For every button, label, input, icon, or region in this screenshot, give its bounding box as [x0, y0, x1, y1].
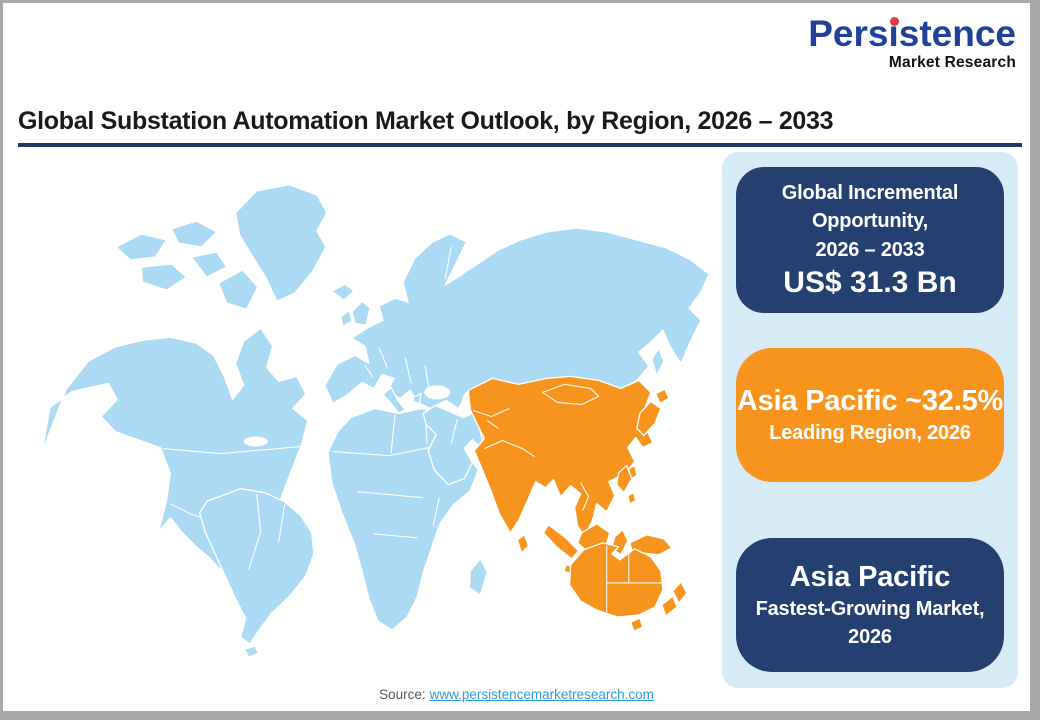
card1-line1: Global Incremental: [781, 181, 959, 204]
card2-subtitle: Leading Region, 2026: [769, 422, 971, 445]
logo-brand-text: Persistence: [808, 15, 1016, 52]
map-land-rest-of-world: [41, 184, 710, 658]
card1-line3: 2026 – 2033: [815, 238, 925, 261]
logo-subtitle: Market Research: [888, 54, 1016, 71]
page-title: Global Substation Automation Market Outl…: [18, 107, 834, 135]
logo-red-dot-icon: [890, 17, 900, 26]
source-line: Source: www.persistencemarketresearch.com: [3, 687, 1030, 702]
highlights-panel: Global Incremental Opportunity, 2026 – 2…: [722, 152, 1018, 688]
logo: Persistence Market Research: [808, 15, 1016, 72]
card-leading-region: Asia Pacific ~32.5% Leading Region, 2026: [736, 348, 1004, 482]
source-label: Source:: [379, 687, 426, 702]
infographic-slide: Persistence Market Research Global Subst…: [3, 3, 1030, 711]
logo-brand-label: Persistence: [808, 13, 1016, 54]
card3-title: Asia Pacific: [789, 560, 951, 593]
title-underline: [18, 143, 1022, 147]
card1-value: US$ 31.3 Bn: [783, 266, 957, 300]
world-map: [41, 184, 710, 658]
map-region-asia-pacific: [467, 375, 688, 632]
card-fastest-growing-market: Asia Pacific Fastest-Growing Market, 202…: [736, 538, 1004, 672]
card2-title: Asia Pacific ~32.5%: [736, 384, 1004, 417]
card3-subtitle: Fastest-Growing Market,: [755, 598, 985, 621]
source-link[interactable]: www.persistencemarketresearch.com: [429, 687, 654, 702]
card-global-incremental-opportunity: Global Incremental Opportunity, 2026 – 2…: [736, 167, 1004, 313]
card3-subtitle2: 2026: [848, 626, 892, 649]
card1-line2: Opportunity,: [811, 210, 929, 233]
